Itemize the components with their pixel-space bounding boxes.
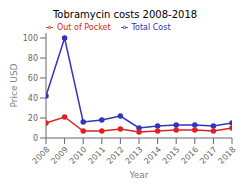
- html-text:Out of Pocket: Out of Pocket: [57, 23, 111, 32]
- svg-text:2011: 2011: [86, 145, 107, 166]
- svg-text:100: 100: [23, 34, 38, 43]
- html-text:Tobramycin costs 2008-2018: Tobramycin costs 2008-2018: [52, 9, 198, 20]
- svg-text:80: 80: [28, 54, 38, 63]
- svg-text:40: 40: [28, 94, 38, 103]
- svg-text:2018: 2018: [217, 145, 238, 166]
- svg-text:2010: 2010: [68, 145, 89, 166]
- svg-text:Year: Year: [128, 170, 148, 180]
- svg-text:2016: 2016: [179, 145, 200, 166]
- html-text:Total Cost: Total Cost: [131, 23, 171, 32]
- svg-text:2013: 2013: [124, 145, 145, 166]
- svg-text:20: 20: [28, 114, 38, 123]
- svg-text:2017: 2017: [198, 145, 219, 166]
- svg-text:2008: 2008: [31, 145, 52, 166]
- svg-text:2015: 2015: [161, 145, 182, 166]
- svg-text:2009: 2009: [49, 145, 70, 166]
- svg-text:0: 0: [33, 134, 38, 143]
- svg-text:2014: 2014: [142, 145, 163, 166]
- svg-text:Price USD: Price USD: [9, 63, 19, 107]
- svg-text:2012: 2012: [105, 145, 126, 166]
- svg-text:60: 60: [28, 74, 38, 83]
